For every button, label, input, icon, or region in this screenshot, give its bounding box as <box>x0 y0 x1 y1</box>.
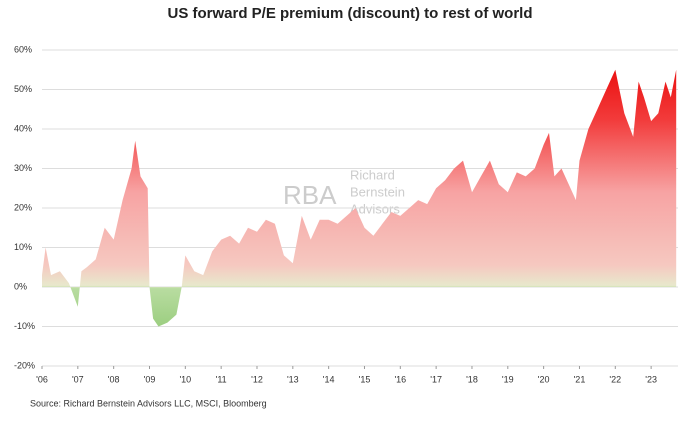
y-tick-label: 40% <box>14 123 32 133</box>
watermark-text: Advisors <box>350 201 400 216</box>
x-tick-label: '07 <box>72 374 84 384</box>
x-tick-label: '17 <box>430 374 442 384</box>
y-tick-label: 50% <box>14 84 32 94</box>
x-tick-label: '19 <box>502 374 514 384</box>
x-tick-label: '13 <box>287 374 299 384</box>
watermark-logo: RBA <box>283 180 337 210</box>
watermark-text: Bernstein <box>350 184 405 199</box>
x-tick-label: '15 <box>359 374 371 384</box>
y-tick-label: 20% <box>14 202 32 212</box>
chart-title: US forward P/E premium (discount) to res… <box>167 5 532 22</box>
x-tick-label: '09 <box>144 374 156 384</box>
y-tick-label: 30% <box>14 163 32 173</box>
y-tick-label: -10% <box>14 321 35 331</box>
x-tick-label: '12 <box>251 374 263 384</box>
x-tick-label: '22 <box>609 374 621 384</box>
x-tick-label: '20 <box>538 374 550 384</box>
x-tick-label: '10 <box>179 374 191 384</box>
x-tick-label: '08 <box>108 374 120 384</box>
y-tick-label: 60% <box>14 44 32 54</box>
x-tick-label: '21 <box>574 374 586 384</box>
x-tick-label: '14 <box>323 374 335 384</box>
watermark-text: Richard <box>350 167 395 182</box>
x-tick-label: '11 <box>216 374 227 384</box>
area <box>42 69 677 327</box>
x-tick-label: '16 <box>394 374 406 384</box>
x-tick-label: '23 <box>645 374 657 384</box>
source-note: Source: Richard Bernstein Advisors LLC, … <box>30 398 267 408</box>
y-tick-label: 0% <box>14 281 27 291</box>
x-tick-label: '18 <box>466 374 478 384</box>
y-tick-label: 10% <box>14 242 32 252</box>
x-tick-label: '06 <box>36 374 48 384</box>
y-tick-label: -20% <box>14 360 35 370</box>
